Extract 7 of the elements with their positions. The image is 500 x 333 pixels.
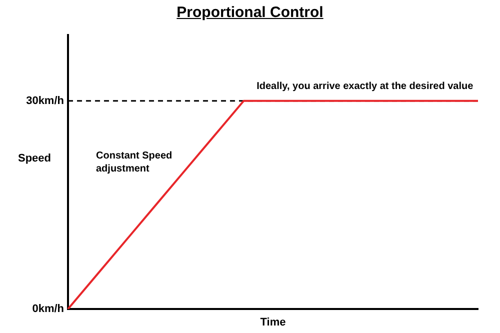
x-axis-title: Time — [260, 316, 286, 328]
y-tick-label: 30km/h — [26, 94, 64, 107]
annotation: Ideally, you arrive exactly at the desired value — [256, 80, 474, 92]
annotation: Constant Speed adjustment — [96, 150, 172, 174]
y-axis-title: Speed — [18, 152, 52, 164]
chart-title: Proportional Control — [176, 4, 324, 21]
y-tick-label: 0km/h — [32, 303, 64, 316]
